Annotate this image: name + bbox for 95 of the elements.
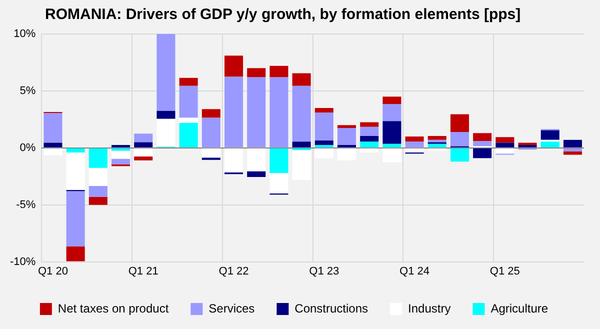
bar bbox=[563, 140, 582, 148]
bar bbox=[44, 142, 62, 148]
bar bbox=[134, 156, 153, 160]
bar bbox=[88, 196, 108, 205]
bar bbox=[88, 186, 108, 197]
bar bbox=[405, 142, 424, 148]
bar bbox=[44, 113, 62, 143]
bar bbox=[473, 148, 492, 158]
bar bbox=[202, 118, 220, 148]
bar bbox=[202, 109, 220, 118]
bar bbox=[382, 121, 402, 144]
bar bbox=[314, 112, 334, 140]
bar bbox=[473, 133, 492, 142]
legend-label: Constructions bbox=[294, 301, 368, 316]
bar bbox=[360, 122, 379, 127]
legend-label: Industry bbox=[408, 301, 451, 316]
bar bbox=[360, 136, 379, 142]
bar bbox=[496, 137, 514, 143]
y-tick-label: -5% bbox=[16, 198, 36, 211]
bar bbox=[540, 142, 560, 148]
bar bbox=[563, 148, 582, 152]
bar bbox=[66, 246, 85, 262]
bar bbox=[224, 148, 244, 172]
bar bbox=[270, 66, 288, 78]
bar bbox=[360, 148, 379, 152]
bar bbox=[112, 150, 130, 159]
bar bbox=[66, 191, 85, 246]
bar bbox=[156, 34, 176, 111]
bar bbox=[247, 148, 266, 172]
bar bbox=[382, 104, 402, 122]
bar bbox=[224, 56, 244, 77]
bar bbox=[428, 136, 446, 140]
y-tick-label: 0% bbox=[20, 142, 36, 154]
bar bbox=[134, 134, 153, 142]
bar bbox=[179, 118, 198, 123]
bar bbox=[314, 108, 334, 113]
chart-title: ROMANIA: Drivers of GDP y/y growth, by formation elements [pps] bbox=[45, 6, 521, 23]
bar bbox=[360, 126, 379, 136]
bar bbox=[360, 142, 379, 148]
bar bbox=[518, 142, 537, 146]
bar bbox=[382, 144, 402, 148]
bar bbox=[382, 148, 402, 162]
bar bbox=[337, 128, 356, 146]
legend-label: Agriculture bbox=[490, 301, 548, 316]
bar bbox=[88, 148, 108, 168]
bar bbox=[314, 140, 334, 146]
bar bbox=[112, 158, 130, 164]
bar bbox=[44, 148, 62, 156]
x-tick-label: Q1 24 bbox=[400, 265, 430, 278]
bar bbox=[450, 114, 469, 132]
bar bbox=[337, 125, 356, 128]
bar bbox=[270, 77, 288, 148]
bar bbox=[247, 68, 266, 78]
bar bbox=[450, 148, 469, 162]
bar bbox=[496, 148, 514, 154]
y-tick-label: -10% bbox=[10, 256, 36, 268]
bar bbox=[134, 142, 153, 148]
bar bbox=[292, 150, 311, 180]
bar bbox=[134, 148, 153, 156]
legend-label: Net taxes on product bbox=[58, 301, 170, 316]
bar bbox=[382, 96, 402, 104]
x-tick-label: Q1 22 bbox=[218, 265, 249, 278]
bar bbox=[314, 148, 334, 158]
bar bbox=[179, 122, 198, 148]
bar bbox=[337, 148, 356, 160]
bar bbox=[179, 86, 198, 118]
bar bbox=[496, 142, 514, 148]
bar bbox=[179, 78, 198, 86]
bar bbox=[247, 171, 266, 177]
bar bbox=[292, 73, 311, 86]
bar bbox=[405, 148, 424, 152]
bar bbox=[247, 77, 266, 148]
bar bbox=[405, 136, 424, 142]
bar bbox=[66, 152, 85, 190]
bar bbox=[156, 110, 176, 119]
bar bbox=[540, 130, 560, 140]
bar bbox=[428, 144, 446, 148]
x-tick-label: Q1 21 bbox=[128, 265, 158, 278]
y-tick-label: 5% bbox=[20, 84, 36, 97]
bar bbox=[450, 132, 469, 146]
bar bbox=[270, 148, 288, 173]
bar bbox=[270, 172, 288, 194]
bar bbox=[473, 141, 492, 146]
bar bbox=[292, 86, 311, 142]
x-tick-label: Q1 23 bbox=[309, 265, 340, 278]
y-tick-label: 10% bbox=[14, 28, 36, 40]
bar bbox=[224, 76, 244, 148]
x-tick-label: Q1 20 bbox=[38, 265, 68, 278]
legend-label: Services bbox=[208, 301, 255, 316]
bar bbox=[156, 118, 176, 147]
x-tick-label: Q1 25 bbox=[490, 265, 520, 278]
bar bbox=[202, 148, 220, 158]
bar bbox=[66, 148, 85, 152]
bar bbox=[292, 142, 311, 148]
bar bbox=[88, 168, 108, 186]
